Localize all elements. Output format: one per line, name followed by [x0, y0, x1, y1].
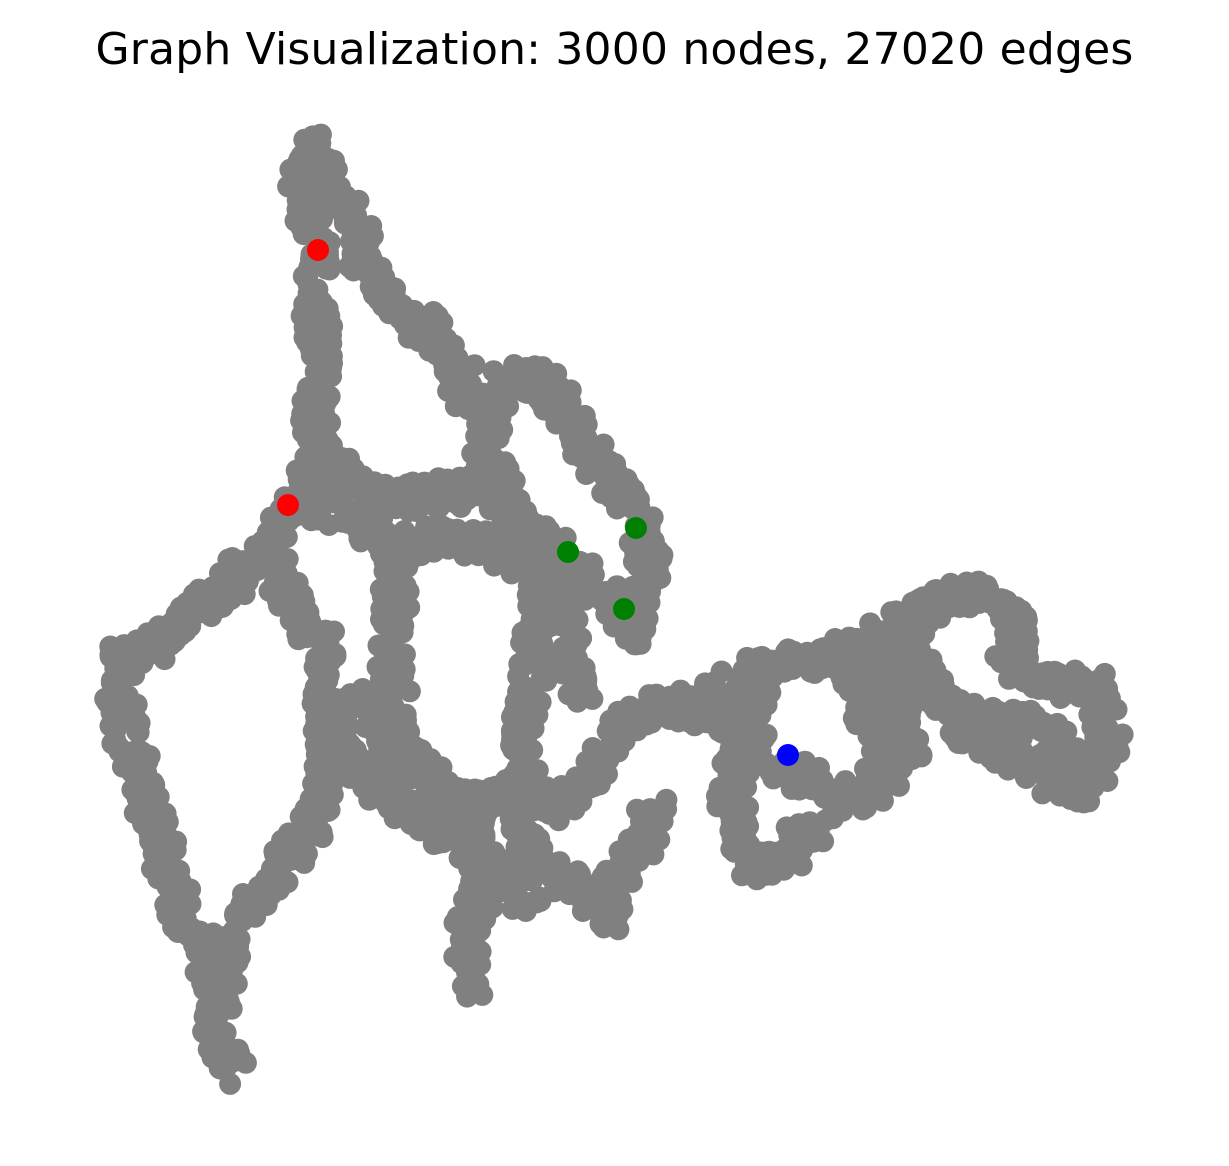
graph-node — [602, 615, 625, 638]
graph-node — [292, 223, 315, 246]
graph-node — [634, 702, 657, 725]
graph-node — [261, 859, 284, 882]
graph-node — [564, 686, 587, 709]
graph-node — [416, 322, 439, 345]
graph-node — [859, 626, 882, 648]
highlight-node-green — [625, 517, 647, 539]
graph-node — [611, 841, 634, 864]
graph-node — [502, 738, 525, 761]
graph-node — [674, 684, 697, 706]
graph-node — [629, 632, 652, 655]
graph-node — [573, 581, 596, 604]
graph-node — [803, 825, 826, 848]
graph-node — [1005, 661, 1028, 684]
graph-node — [396, 495, 419, 518]
graph-node — [219, 1072, 242, 1095]
graph-node — [199, 598, 222, 621]
graph-node — [571, 421, 594, 444]
graph-node — [1077, 689, 1100, 712]
graph-node — [150, 623, 173, 646]
graph-node — [580, 756, 603, 779]
graph-node — [454, 541, 477, 564]
graph-node — [1047, 755, 1070, 778]
graph-node — [1096, 682, 1119, 705]
graph-node — [871, 789, 894, 812]
graph-node — [476, 854, 499, 877]
graph-node — [386, 597, 409, 619]
graph-node — [335, 736, 358, 759]
graph-node — [463, 354, 486, 377]
graph-node — [524, 774, 547, 797]
graph-node — [370, 478, 393, 501]
graph-node — [215, 1047, 238, 1070]
graph-node — [710, 660, 733, 683]
graph-node — [127, 718, 150, 741]
highlight-node-blue — [777, 744, 799, 766]
graph-node — [123, 664, 146, 687]
graph-node — [457, 523, 480, 546]
graph-node — [138, 814, 160, 837]
graph-node — [398, 680, 421, 703]
graph-node — [165, 830, 188, 853]
graph-node — [549, 406, 572, 429]
graph-node — [220, 970, 243, 993]
graph-node — [733, 775, 756, 798]
graph-node — [731, 830, 754, 853]
graph-node — [295, 626, 318, 649]
highlight-node-green — [613, 598, 635, 620]
graph-node — [424, 494, 447, 517]
graph-node — [1049, 687, 1072, 709]
graph-node — [852, 690, 875, 713]
graph-node — [529, 691, 552, 713]
graph-node — [255, 555, 278, 578]
graph-node — [966, 728, 989, 751]
graph-node — [638, 684, 661, 707]
graph-node — [220, 997, 243, 1020]
graph-title: Graph Visualization: 3000 nodes, 27020 e… — [95, 24, 1134, 75]
graph-node — [1105, 698, 1128, 721]
highlight-node-red — [277, 494, 299, 516]
graph-node — [452, 838, 475, 861]
graph-node — [467, 415, 490, 438]
graph-node — [901, 748, 923, 771]
graph-node — [518, 893, 541, 916]
highlight-node-red — [307, 239, 329, 261]
graph-node — [1024, 717, 1047, 740]
graph-node — [503, 763, 525, 786]
graph-node — [570, 627, 593, 650]
graph-node — [391, 738, 414, 761]
graph-node — [832, 632, 855, 655]
graph-node — [1007, 737, 1030, 760]
graph-node — [303, 803, 326, 826]
graph-node — [366, 730, 389, 753]
graph-node — [291, 584, 314, 607]
graph-node — [532, 669, 555, 692]
graph-node — [645, 804, 668, 827]
graph-node — [952, 574, 975, 597]
graph-node — [309, 500, 332, 523]
graph-node — [456, 961, 478, 984]
graph-node — [200, 996, 223, 1019]
highlight-layer — [277, 239, 799, 766]
graph-node — [821, 807, 844, 830]
graph-node — [511, 870, 534, 893]
highlight-node-green — [557, 541, 579, 563]
graph-node — [648, 828, 671, 851]
graph-node — [381, 276, 404, 299]
graph-node — [521, 739, 544, 762]
graph-node — [581, 687, 604, 710]
graph-node — [381, 649, 404, 672]
graph-node — [296, 260, 319, 283]
node-layer — [94, 123, 1134, 1095]
graph-node — [566, 662, 589, 685]
graph-node — [532, 589, 555, 612]
graph-node — [359, 507, 382, 529]
graph-node — [674, 704, 697, 727]
graph-node — [456, 985, 479, 1008]
graph-node — [234, 1051, 257, 1074]
graph-node — [149, 849, 172, 872]
